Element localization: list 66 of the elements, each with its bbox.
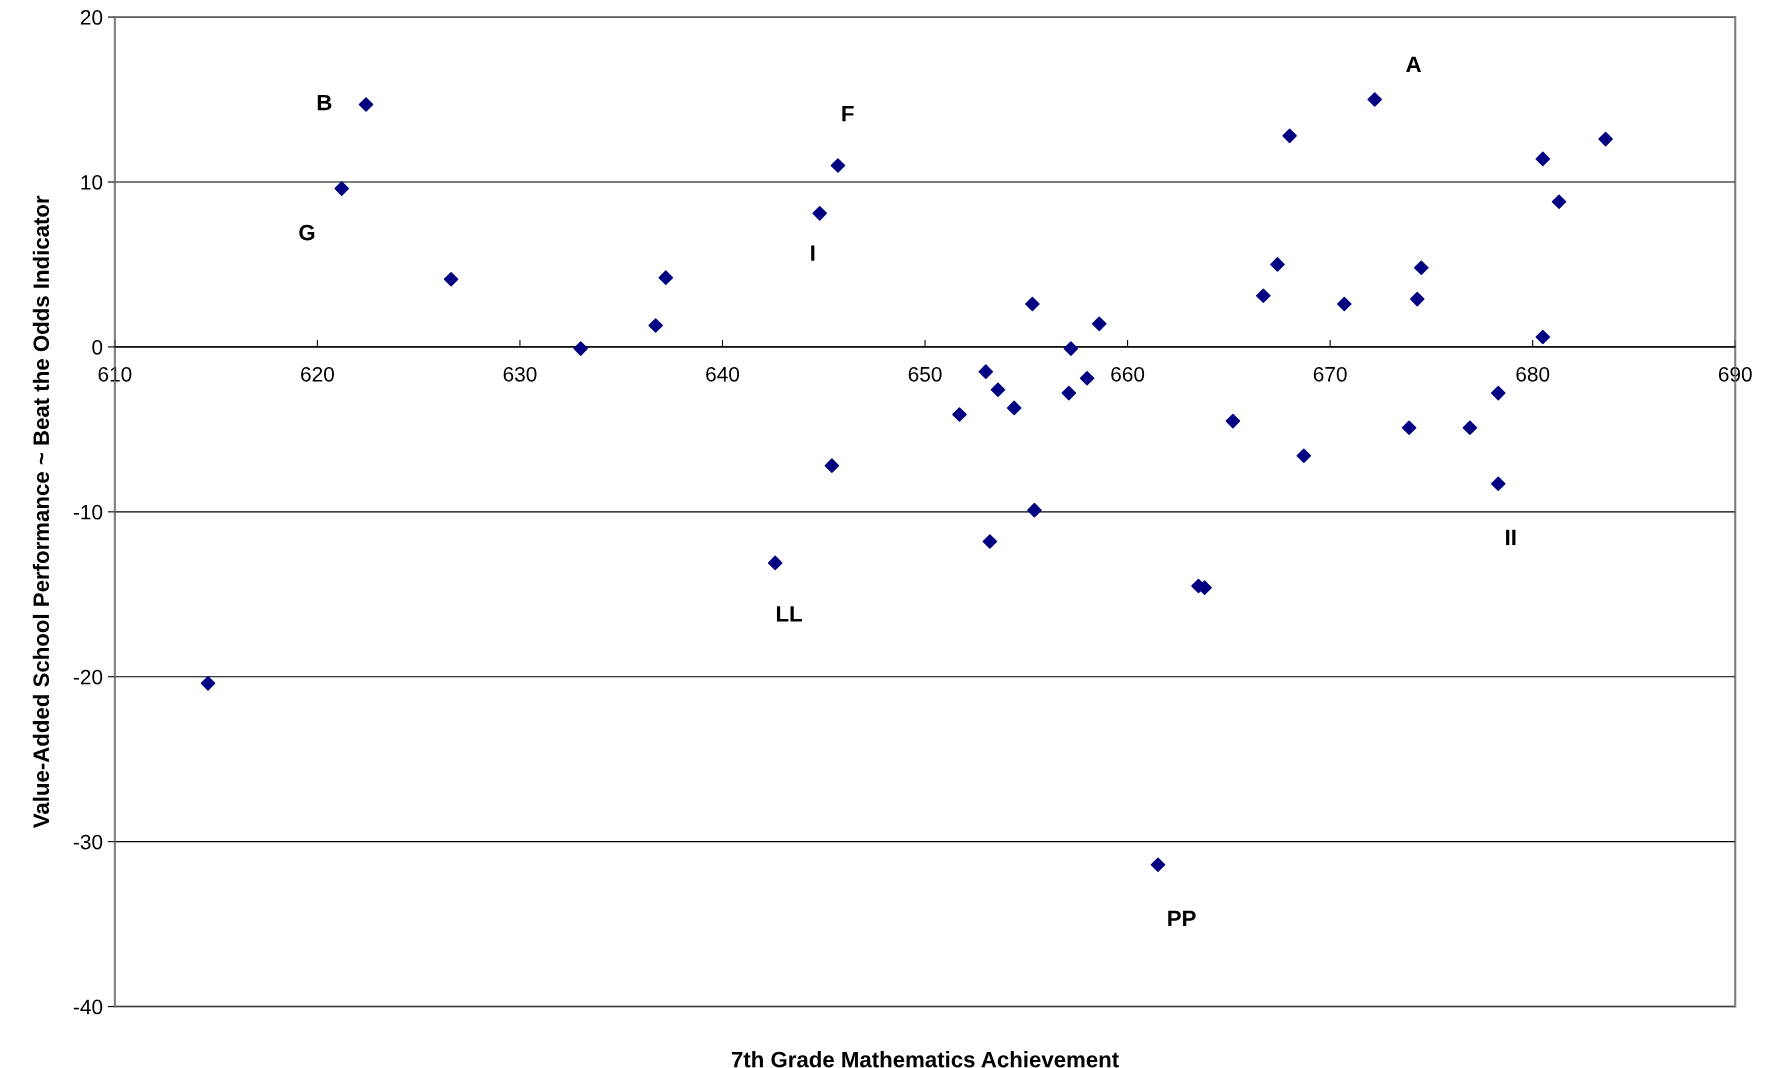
point xyxy=(990,382,1006,398)
y-tick-label: -20 xyxy=(73,669,103,685)
x-tick-label: 660 xyxy=(1111,366,1145,382)
point xyxy=(767,555,783,571)
x-tick-label: 620 xyxy=(301,366,334,382)
annotation: LL xyxy=(776,606,802,622)
point xyxy=(1061,385,1077,401)
x-tick-label: 610 xyxy=(98,366,132,382)
point xyxy=(1270,257,1285,272)
point xyxy=(978,364,994,379)
point xyxy=(1006,400,1022,416)
point xyxy=(1063,341,1079,356)
y-tick-label: 20 xyxy=(80,10,103,25)
annotation: G xyxy=(299,224,315,241)
point xyxy=(1296,448,1312,464)
point xyxy=(200,676,216,691)
point xyxy=(952,407,967,422)
y-tick-label: -10 xyxy=(73,504,103,520)
point xyxy=(1150,857,1166,873)
point xyxy=(1027,502,1042,518)
point xyxy=(1535,151,1551,167)
annotation: I xyxy=(811,245,815,261)
point xyxy=(573,341,588,356)
x-tick-label: 630 xyxy=(503,366,537,382)
point xyxy=(1551,194,1567,210)
point xyxy=(1462,420,1478,435)
point xyxy=(1079,370,1095,386)
point xyxy=(1367,92,1382,107)
point xyxy=(830,158,846,173)
point xyxy=(1282,128,1297,144)
y-tick-label: 10 xyxy=(81,174,103,190)
x-tick-label: 680 xyxy=(1516,366,1550,382)
y-tick-label: -40 xyxy=(73,999,103,1015)
annotation: F xyxy=(842,105,854,122)
point xyxy=(1414,260,1429,276)
point xyxy=(824,458,840,473)
point xyxy=(1025,296,1040,312)
x-axis-title: 7th Grade Mathematics Achievement xyxy=(731,1051,1119,1068)
point xyxy=(1535,329,1551,345)
point xyxy=(334,181,349,196)
annotation: B xyxy=(317,94,332,111)
annotation: A xyxy=(1406,56,1422,72)
point xyxy=(1225,413,1241,429)
point xyxy=(982,534,998,549)
point xyxy=(1401,420,1417,435)
point xyxy=(1490,476,1506,492)
x-tick-label: 640 xyxy=(706,366,740,382)
x-tick-label: 670 xyxy=(1313,366,1347,382)
point xyxy=(1256,288,1271,304)
point xyxy=(658,270,674,285)
point xyxy=(1337,296,1352,312)
point xyxy=(1091,316,1107,332)
point xyxy=(648,318,663,333)
annotation: PP xyxy=(1168,910,1196,927)
point xyxy=(812,206,828,221)
annotation: II xyxy=(1506,529,1516,546)
point xyxy=(358,97,374,112)
x-tick-label: 650 xyxy=(908,366,942,382)
point xyxy=(1409,291,1425,307)
point xyxy=(1490,385,1506,401)
y-tick-label: 0 xyxy=(92,339,103,355)
y-axis-title: Value-Added School Performance ~ Beat the Odds Indicator xyxy=(32,195,50,829)
point xyxy=(1598,131,1613,147)
point xyxy=(443,272,459,287)
y-tick-label: -30 xyxy=(73,834,103,850)
x-tick-label: 690 xyxy=(1718,366,1752,382)
